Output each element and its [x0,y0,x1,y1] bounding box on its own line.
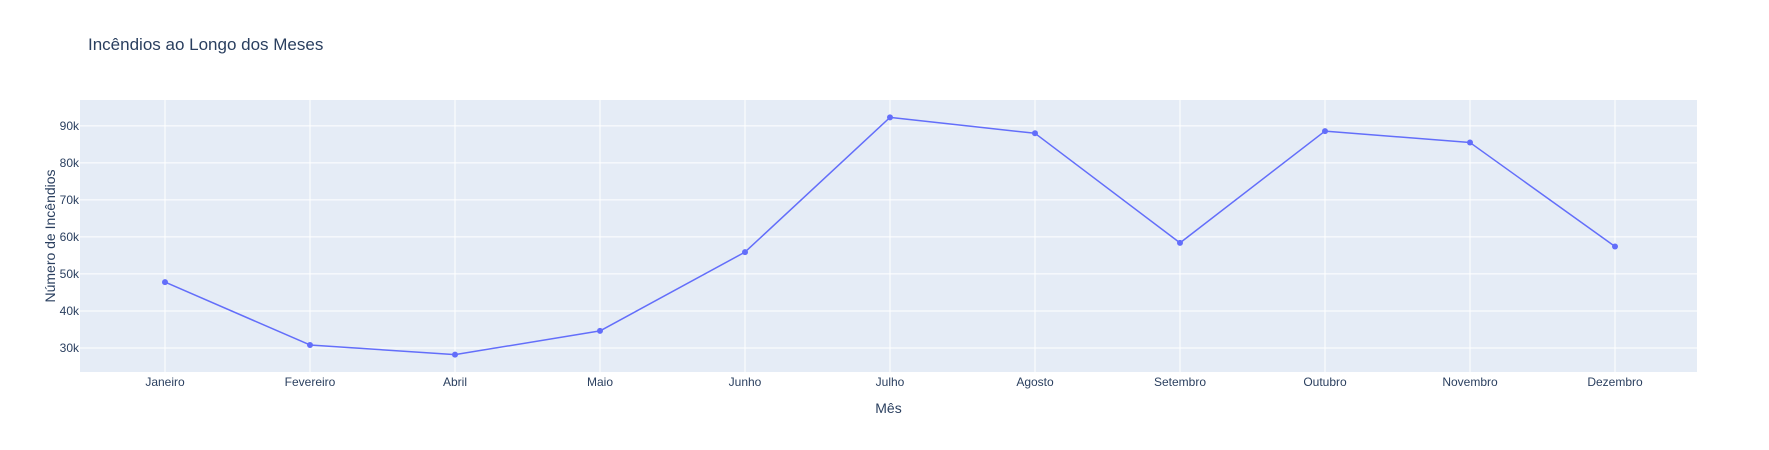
x-tick-label: Agosto [1016,375,1054,389]
data-point[interactable] [742,249,748,256]
data-point[interactable] [307,341,313,348]
x-tick-label: Fevereiro [285,375,336,389]
y-axis-ticks: 30k 40k 50k 60k 70k 80k 90k [60,119,80,355]
data-point[interactable] [597,327,603,334]
chart-title: Incêndios ao Longo dos Meses [88,35,323,54]
x-tick-label: Maio [587,375,613,389]
x-tick-label: Julho [876,375,905,389]
data-point[interactable] [162,279,168,286]
data-point[interactable] [1612,243,1618,250]
data-point[interactable] [1177,239,1183,246]
x-tick-label: Abril [443,375,467,389]
y-tick-label: 70k [60,193,80,207]
grid [80,100,1697,372]
y-tick-label: 50k [60,267,80,281]
y-axis-title: Número de Incêndios [42,169,58,302]
x-tick-label: Janeiro [145,375,185,389]
x-tick-label: Novembro [1442,375,1498,389]
x-tick-label: Dezembro [1587,375,1643,389]
data-point[interactable] [452,351,458,358]
data-point[interactable] [1322,128,1328,135]
y-tick-label: 80k [60,156,80,170]
y-tick-label: 90k [60,119,80,133]
x-tick-label: Outubro [1303,375,1347,389]
data-point[interactable] [1467,139,1473,146]
x-axis-ticks: Janeiro Fevereiro Abril Maio Junho Julho Agost… [145,375,1643,389]
data-point[interactable] [887,114,893,121]
y-tick-label: 40k [60,304,80,318]
y-tick-label: 60k [60,230,80,244]
data-point[interactable] [1032,130,1038,137]
x-tick-label: Junho [729,375,762,389]
x-axis-title: Mês [875,400,901,416]
x-tick-label: Setembro [1154,375,1206,389]
y-tick-label: 30k [60,341,80,355]
plot-area [80,100,1697,372]
series [162,114,1618,358]
